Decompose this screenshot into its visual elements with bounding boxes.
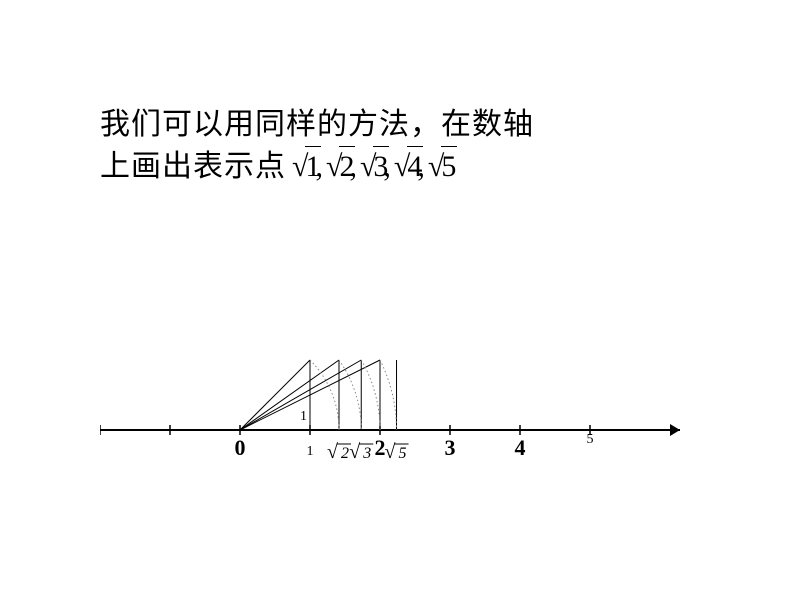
svg-text:3: 3 [445,435,456,460]
svg-text:√: √ [385,441,396,463]
sqrt-1: √1 [292,146,321,188]
sqrt-5: √5 [428,146,457,188]
title-line1: 我们可以用同样的方法，在数轴 [100,105,534,146]
title-line2-prefix: 上画出表示点 [100,147,286,188]
svg-text:√: √ [349,441,360,463]
number-line-diagram: 1012345√2√3√5 [100,290,700,520]
title-line2: 上画出表示点 √1,√2,√3,√4,√5 [100,146,534,188]
svg-text:2: 2 [341,445,349,462]
sqrt-4: √4 [394,146,423,188]
svg-text:5: 5 [587,432,594,447]
svg-text:3: 3 [362,445,371,462]
svg-text:1: 1 [300,409,307,424]
sqrt-3: √3 [360,146,389,188]
sqrt-2: √2 [326,146,355,188]
title-sqrt-list: √1,√2,√3,√4,√5 [292,146,457,188]
diagram-svg: 1012345√2√3√5 [100,290,700,520]
title-block: 我们可以用同样的方法，在数轴 上画出表示点 √1,√2,√3,√4,√5 [100,105,534,187]
svg-text:1: 1 [307,444,314,459]
svg-text:4: 4 [515,435,526,460]
svg-text:5: 5 [399,445,407,462]
svg-text:0: 0 [235,435,246,460]
svg-text:√: √ [327,441,338,463]
